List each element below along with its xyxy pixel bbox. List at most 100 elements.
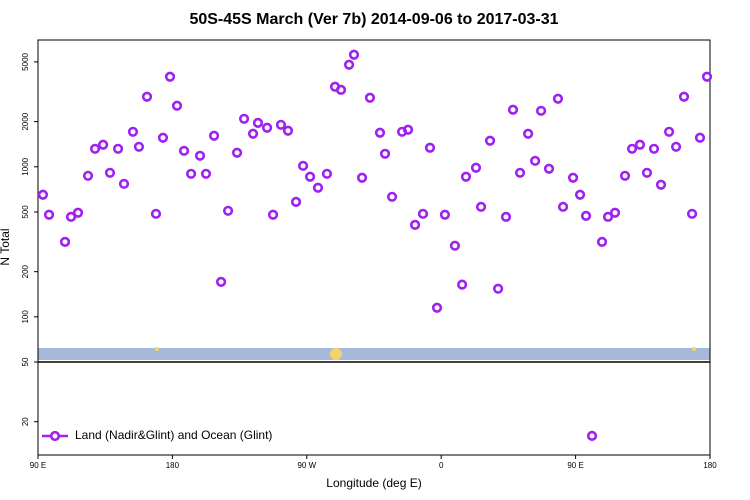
y-tick-label: 100 (21, 310, 30, 324)
point (500, 211, 512, 222)
x-tick-label: 90 W (297, 461, 316, 470)
point (460, 171, 472, 182)
y-tick-label: 5000 (21, 52, 30, 70)
point (185, 168, 197, 179)
point (574, 189, 586, 200)
point (261, 122, 273, 133)
point (671, 141, 682, 152)
point (72, 207, 84, 218)
point (596, 236, 608, 247)
point (648, 143, 660, 154)
point (543, 163, 555, 174)
land-dot (330, 348, 342, 360)
point (247, 128, 259, 139)
point (157, 132, 169, 143)
y-tick-label: 2000 (21, 112, 30, 130)
point (104, 167, 116, 178)
y-axis-label: N Total (0, 228, 12, 265)
point (641, 167, 653, 178)
point (112, 143, 124, 154)
point (312, 182, 324, 193)
chart-title: 50S-45S March (Ver 7b) 2014-09-06 to 201… (189, 11, 558, 28)
point (282, 125, 294, 136)
point (530, 155, 541, 166)
point (417, 208, 429, 219)
point (492, 283, 504, 294)
point (267, 209, 279, 220)
point (701, 71, 713, 82)
point (118, 178, 130, 189)
point (484, 135, 496, 146)
point (374, 127, 386, 138)
point (178, 145, 190, 156)
point (321, 168, 333, 179)
point (619, 170, 631, 181)
point (348, 49, 360, 60)
point (89, 143, 101, 154)
point (470, 162, 482, 173)
point (141, 91, 153, 102)
point (552, 93, 564, 104)
point (275, 119, 287, 130)
point (364, 92, 376, 103)
point (223, 205, 234, 216)
point (200, 168, 212, 179)
point (386, 191, 398, 202)
point (449, 240, 461, 251)
point (356, 172, 368, 183)
point (602, 211, 614, 222)
point (634, 139, 646, 150)
point (335, 84, 347, 95)
point (252, 117, 264, 128)
point (678, 91, 690, 102)
point (127, 126, 139, 137)
point (523, 128, 534, 139)
land-band (38, 348, 710, 360)
x-tick-label: 180 (166, 461, 180, 470)
point (402, 124, 414, 135)
x-tick-label: 90 E (30, 461, 46, 470)
point (431, 302, 443, 313)
y-tick-label: 1000 (21, 157, 30, 175)
point (65, 211, 77, 222)
land-dot (692, 347, 696, 351)
point (457, 279, 468, 290)
point (536, 105, 547, 116)
point (82, 170, 94, 181)
point (133, 141, 145, 152)
point (586, 430, 598, 441)
legend-marker (49, 430, 61, 442)
plot-frame (37, 39, 711, 456)
y-tick-label: 500 (21, 205, 30, 219)
point (150, 208, 162, 219)
point (37, 189, 49, 200)
y-tick-label: 20 (21, 417, 30, 426)
x-tick-label: 0 (439, 461, 444, 470)
point (343, 59, 355, 70)
point (580, 210, 592, 221)
point (514, 167, 526, 178)
point (43, 209, 55, 220)
x-axis-label: Longitude (deg E) (326, 476, 421, 490)
point (164, 71, 176, 82)
point (208, 130, 220, 141)
point (609, 207, 621, 218)
point (215, 276, 227, 287)
y-tick-label: 200 (21, 264, 30, 278)
point (475, 201, 487, 212)
point (194, 150, 206, 161)
point (424, 142, 436, 153)
point (409, 219, 421, 230)
point (439, 209, 451, 220)
point (507, 104, 519, 115)
point (626, 143, 638, 154)
point (59, 236, 71, 247)
point (238, 113, 250, 124)
point (231, 147, 243, 158)
point (557, 201, 569, 212)
point (290, 196, 302, 207)
point (655, 179, 667, 190)
legend-label: Land (Nadir&Glint) and Ocean (Glint) (75, 428, 272, 442)
land-dot (155, 347, 159, 351)
